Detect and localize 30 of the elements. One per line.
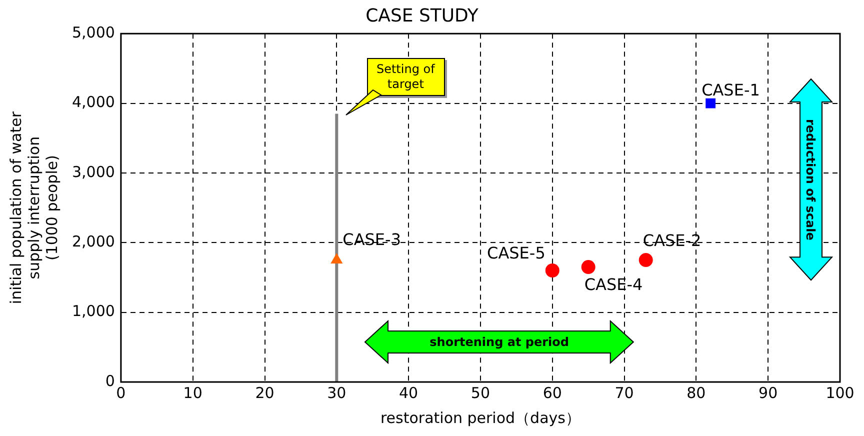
y-tick-label: 4,000 xyxy=(72,93,115,112)
x-axis-title: restoration period（days） xyxy=(380,408,580,427)
chart-title: CASE STUDY xyxy=(366,5,480,26)
annotation: reduction of scale xyxy=(804,118,818,240)
series-label: CASE-3 xyxy=(342,230,402,250)
y-tick-label: 3,000 xyxy=(72,162,115,181)
x-tick-label: 80 xyxy=(686,384,706,402)
x-tick-label: 60 xyxy=(542,384,562,402)
series-label: CASE-1 xyxy=(702,80,760,100)
point xyxy=(638,253,653,268)
point xyxy=(581,260,596,274)
y-tick-label: 1,000 xyxy=(72,302,115,320)
point xyxy=(545,264,560,278)
series-label: CASE-4 xyxy=(584,275,643,294)
x-tick-label: 30 xyxy=(327,384,346,402)
x-tick-label: 50 xyxy=(470,384,490,402)
x-tick-label: 70 xyxy=(614,384,634,402)
series-label: CASE-5 xyxy=(487,244,546,263)
x-tick-label: 100 xyxy=(826,384,854,402)
y-tick-label: 5,000 xyxy=(72,23,115,42)
y-axis-title: initial population of water supply interruption (1000 people) xyxy=(6,110,61,304)
annotation: shortening at period xyxy=(430,334,569,349)
x-tick-label: 40 xyxy=(399,384,418,402)
y-tick-label: 2,000 xyxy=(72,232,115,251)
x-tick-label: 20 xyxy=(255,384,274,402)
y-tick-label: 0 xyxy=(105,372,115,390)
x-tick-label: 10 xyxy=(183,384,202,402)
point xyxy=(706,98,716,108)
x-tick-label: 90 xyxy=(758,384,778,402)
callout-box: Setting of target xyxy=(366,58,445,96)
